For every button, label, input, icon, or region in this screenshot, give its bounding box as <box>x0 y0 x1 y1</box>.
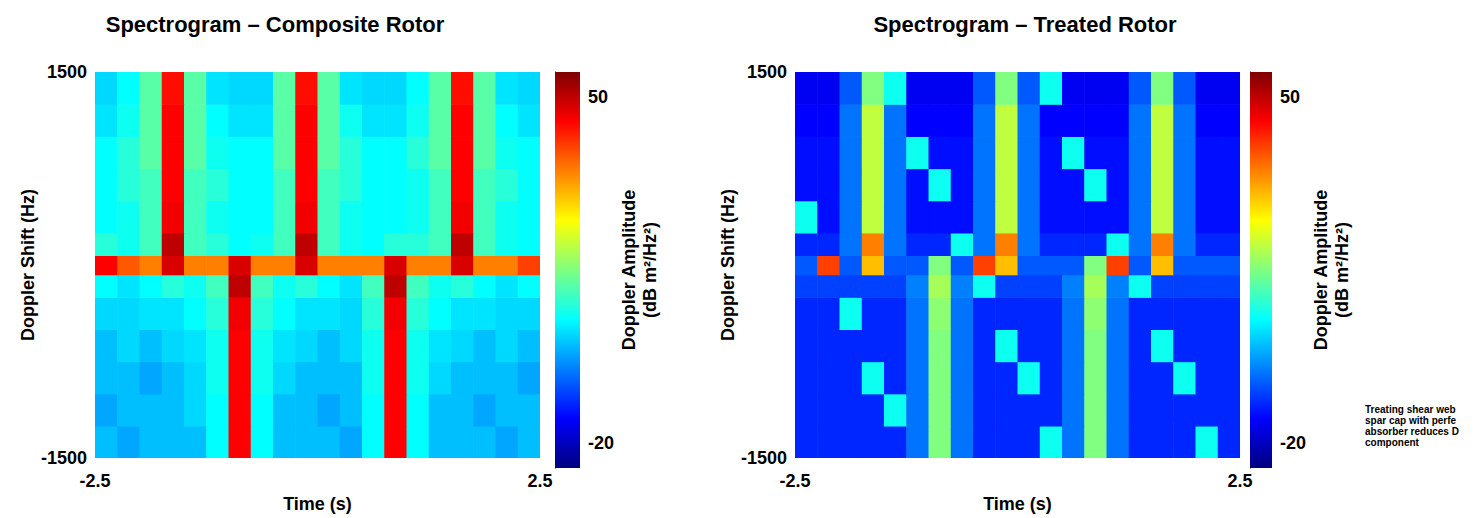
svg-text:Doppler Shift (Hz): Doppler Shift (Hz) <box>718 189 738 341</box>
svg-text:component: component <box>1365 437 1420 448</box>
svg-text:-2.5: -2.5 <box>79 471 110 491</box>
svg-text:-1500: -1500 <box>741 448 787 468</box>
svg-text:-2.5: -2.5 <box>779 471 810 491</box>
svg-text:Spectrogram – Treated Rotor: Spectrogram – Treated Rotor <box>873 12 1177 37</box>
svg-text:1500: 1500 <box>47 62 87 82</box>
svg-text:Doppler Amplitude: Doppler Amplitude <box>619 190 639 350</box>
svg-text:(dB m²/Hz²): (dB m²/Hz²) <box>1332 222 1352 318</box>
svg-text:Time (s): Time (s) <box>283 494 352 514</box>
svg-text:-20: -20 <box>1280 433 1306 453</box>
svg-text:-20: -20 <box>588 433 614 453</box>
svg-text:Spectrogram – Composite Rotor: Spectrogram – Composite Rotor <box>106 12 445 37</box>
svg-text:absorber reduces D: absorber reduces D <box>1365 426 1459 437</box>
svg-text:Time (s): Time (s) <box>983 494 1052 514</box>
svg-text:2.5: 2.5 <box>527 471 552 491</box>
svg-text:(dB m²/Hz²): (dB m²/Hz²) <box>640 222 660 318</box>
svg-text:50: 50 <box>588 87 608 107</box>
svg-text:2.5: 2.5 <box>1227 471 1252 491</box>
svg-text:-1500: -1500 <box>41 448 87 468</box>
svg-text:Doppler Amplitude: Doppler Amplitude <box>1311 190 1331 350</box>
svg-text:1500: 1500 <box>747 62 787 82</box>
svg-text:Doppler Shift (Hz): Doppler Shift (Hz) <box>18 189 38 341</box>
svg-text:spar cap with perfe: spar cap with perfe <box>1365 415 1457 426</box>
svg-text:50: 50 <box>1280 87 1300 107</box>
svg-text:Treating shear web: Treating shear web <box>1365 404 1456 415</box>
